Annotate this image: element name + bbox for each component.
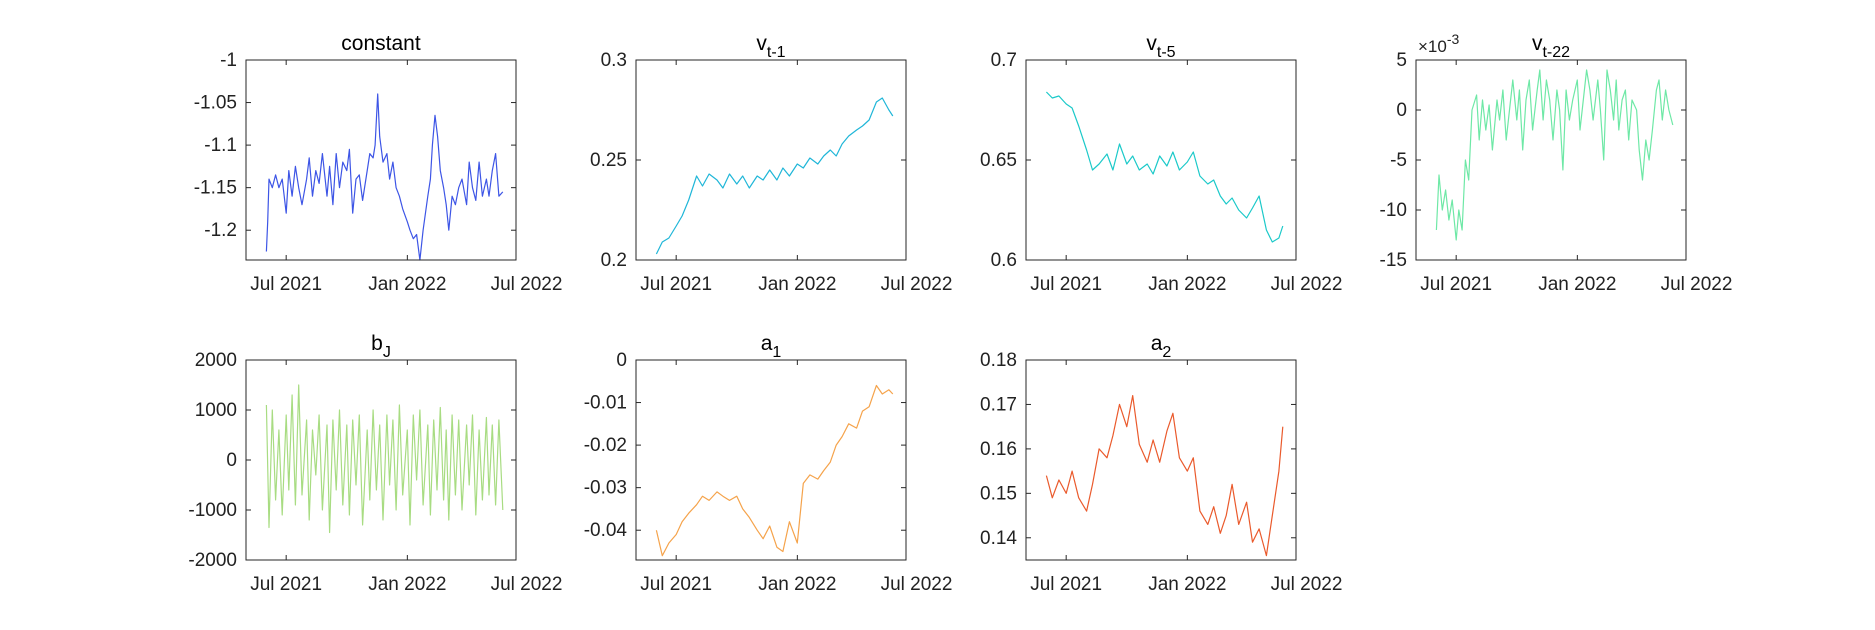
subplot-title: a1: [761, 332, 782, 361]
x-tick-label: Jan 2022: [1148, 574, 1226, 595]
x-tick-label: Jul 2022: [1661, 274, 1733, 295]
series-line-6: [1045, 395, 1284, 557]
series-line-1: [655, 97, 894, 255]
subplot-title-subscript: t-5: [1157, 44, 1176, 61]
y-tick-label: 0.14: [980, 528, 1017, 549]
axes-box-1: [635, 59, 907, 261]
series-line-0: [265, 93, 504, 261]
x-tick-label: Jan 2022: [1538, 274, 1616, 295]
subplot-title-main: v: [1532, 32, 1543, 55]
y-tick-label: -1.05: [194, 93, 237, 114]
series-line-5: [655, 384, 894, 557]
y-tick-label: 0.25: [590, 150, 627, 171]
x-tick-label: Jul 2021: [640, 574, 712, 595]
subplot-title-subscript: 2: [1162, 344, 1171, 361]
subplot-title: vt-5: [1146, 32, 1175, 61]
subplot-title: vt-1: [756, 32, 785, 61]
subplot-title-main: v: [756, 32, 767, 55]
x-tick-label: Jan 2022: [368, 274, 446, 295]
subplot-4: -2000 -1000 0 1000 2000 Jul 2021 Jan 2022 Jul 2…: [188, 332, 562, 595]
subplot-5: -0.04 -0.03 -0.02 -0.01 0 Jul 2021 Jan 2022 Jul…: [584, 332, 953, 595]
x-tick-label: Jul 2021: [640, 274, 712, 295]
y-tick-label: -1000: [188, 500, 237, 521]
y-tick-label: -0.02: [584, 435, 627, 456]
axes-box-5: [635, 359, 907, 561]
y-tick-label: -5: [1390, 150, 1407, 171]
y-exponent-base: ×10: [1418, 37, 1447, 56]
x-tick-label: Jul 2022: [491, 574, 563, 595]
x-tick-label: Jan 2022: [758, 274, 836, 295]
y-exponent-label: ×10-3: [1418, 31, 1460, 56]
subplot-title: a2: [1151, 332, 1172, 361]
subplot-title-subscript: J: [383, 344, 391, 361]
y-tick-label: 5: [1396, 50, 1407, 71]
subplot-title-subscript: t-1: [767, 44, 786, 61]
y-exponent-power: -3: [1447, 31, 1460, 47]
x-tick-label: Jul 2021: [250, 274, 322, 295]
subplot-title-main: a: [761, 332, 773, 355]
y-tick-label: -1.1: [204, 135, 237, 156]
subplot-1: 0.2 0.25 0.3 Jul 2021 Jan 2022 Jul 2022 vt-1: [590, 32, 952, 295]
subplot-title: vt-22: [1532, 32, 1570, 61]
subplot-6: 0.14 0.15 0.16 0.17 0.18 Jul 2021 Jan 2022 Jul …: [980, 332, 1342, 595]
x-tick-label: Jan 2022: [758, 574, 836, 595]
x-tick-label: Jul 2022: [491, 274, 563, 295]
y-tick-label: 0.7: [991, 50, 1017, 71]
y-tick-label: 0.65: [980, 150, 1017, 171]
x-tick-label: Jul 2022: [881, 274, 953, 295]
x-tick-label: Jan 2022: [368, 574, 446, 595]
y-tick-label: -1: [220, 50, 237, 71]
x-tick-label: Jul 2021: [1420, 274, 1492, 295]
y-tick-label: 0.2: [601, 250, 627, 271]
series-line-3: [1435, 69, 1674, 241]
y-tick-label: -10: [1380, 200, 1407, 221]
subplot-2: 0.6 0.65 0.7 Jul 2021 Jan 2022 Jul 2022 vt-5: [980, 32, 1342, 295]
series-line-4: [265, 384, 504, 534]
subplot-title-subscript: 1: [772, 344, 781, 361]
y-tick-label: 0: [616, 350, 627, 371]
y-tick-label: -0.01: [584, 393, 627, 414]
y-tick-label: 0: [1396, 100, 1407, 121]
subplot-title: bJ: [371, 332, 391, 361]
x-tick-label: Jan 2022: [1148, 274, 1226, 295]
x-tick-label: Jul 2021: [1030, 274, 1102, 295]
subplot-title: constant: [341, 32, 421, 55]
axes-box-0: [245, 59, 517, 261]
x-tick-label: Jul 2022: [881, 574, 953, 595]
y-tick-label: 0.15: [980, 483, 1017, 504]
y-tick-label: 0.6: [991, 250, 1017, 271]
series-line-2: [1045, 91, 1284, 243]
y-tick-label: 0: [226, 450, 237, 471]
subplot-title-main: b: [371, 332, 383, 355]
subplot-title-main: v: [1146, 32, 1157, 55]
y-tick-label: 2000: [195, 350, 237, 371]
y-tick-label: 0.3: [601, 50, 627, 71]
x-tick-label: Jul 2021: [1030, 574, 1102, 595]
subplot-0: -1.2 -1.15 -1.1 -1.05 -1 Jul 2021 Jan 2022 Jul …: [194, 32, 563, 295]
subplot-title-main: constant: [341, 32, 421, 55]
y-tick-label: -0.04: [584, 520, 628, 541]
y-tick-label: -1.15: [194, 178, 237, 199]
y-tick-label: -2000: [188, 550, 237, 571]
subplot-title-main: a: [1151, 332, 1163, 355]
y-tick-label: 0.18: [980, 350, 1017, 371]
y-tick-label: 0.16: [980, 439, 1017, 460]
axes-box-6: [1025, 359, 1297, 561]
x-tick-label: Jul 2022: [1271, 274, 1343, 295]
axes-box-2: [1025, 59, 1297, 261]
y-tick-label: -15: [1380, 250, 1407, 271]
subplot-title-subscript: t-22: [1542, 44, 1570, 61]
y-tick-label: 0.17: [980, 394, 1017, 415]
y-tick-label: 1000: [195, 400, 237, 421]
y-tick-label: -1.2: [204, 220, 237, 241]
y-tick-label: -0.03: [584, 478, 627, 499]
x-tick-label: Jul 2022: [1271, 574, 1343, 595]
subplot-3: -15 -10 -5 0 5 Jul 2021 Jan 2022 Jul 2022 vt-22 ×…: [1380, 31, 1733, 295]
x-tick-label: Jul 2021: [250, 574, 322, 595]
